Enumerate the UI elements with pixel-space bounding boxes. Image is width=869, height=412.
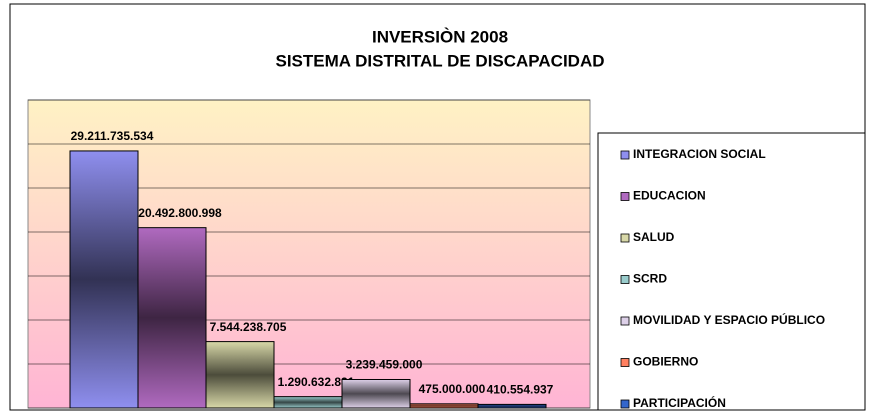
legend-label: GOBIERNO	[633, 355, 698, 369]
legend-swatch	[620, 399, 630, 409]
legend-swatch	[620, 192, 630, 201]
value-label: 410.554.937	[487, 383, 554, 397]
bar	[341, 378, 411, 409]
legend-label: INTEGRACION SOCIAL	[633, 147, 766, 161]
value-label: 29.211.735.534	[71, 129, 154, 143]
value-label: 7.544.238.705	[210, 320, 287, 334]
bar	[69, 150, 139, 409]
legend-label: MOVILIDAD Y ESPACIO PÚBLICO	[633, 312, 825, 327]
bar	[205, 341, 275, 409]
value-label: 3.239.459.000	[346, 358, 423, 372]
chart-subtitle: SISTEMA DISTRITAL DE DISCAPACIDAD	[276, 51, 605, 70]
value-label: 1.290.632.831	[278, 375, 355, 389]
bar	[273, 396, 343, 409]
chart-title: INVERSIÒN 2008	[372, 27, 508, 46]
legend-label: PARTICIPACIÓN	[633, 395, 726, 410]
legend-label: SCRD	[633, 272, 667, 286]
legend-label: EDUCACION	[633, 189, 706, 203]
value-label: 20.492.800.998	[138, 206, 222, 220]
legend	[597, 132, 866, 411]
value-label: 475.000.000	[419, 382, 486, 396]
legend-swatch	[620, 233, 630, 243]
legend-swatch	[620, 358, 630, 367]
bar	[409, 403, 479, 409]
legend-swatch	[620, 275, 630, 284]
legend-swatch	[620, 150, 630, 160]
bar	[477, 403, 547, 409]
legend-swatch	[620, 316, 630, 326]
legend-label: SALUD	[633, 230, 675, 244]
bar	[137, 227, 207, 409]
